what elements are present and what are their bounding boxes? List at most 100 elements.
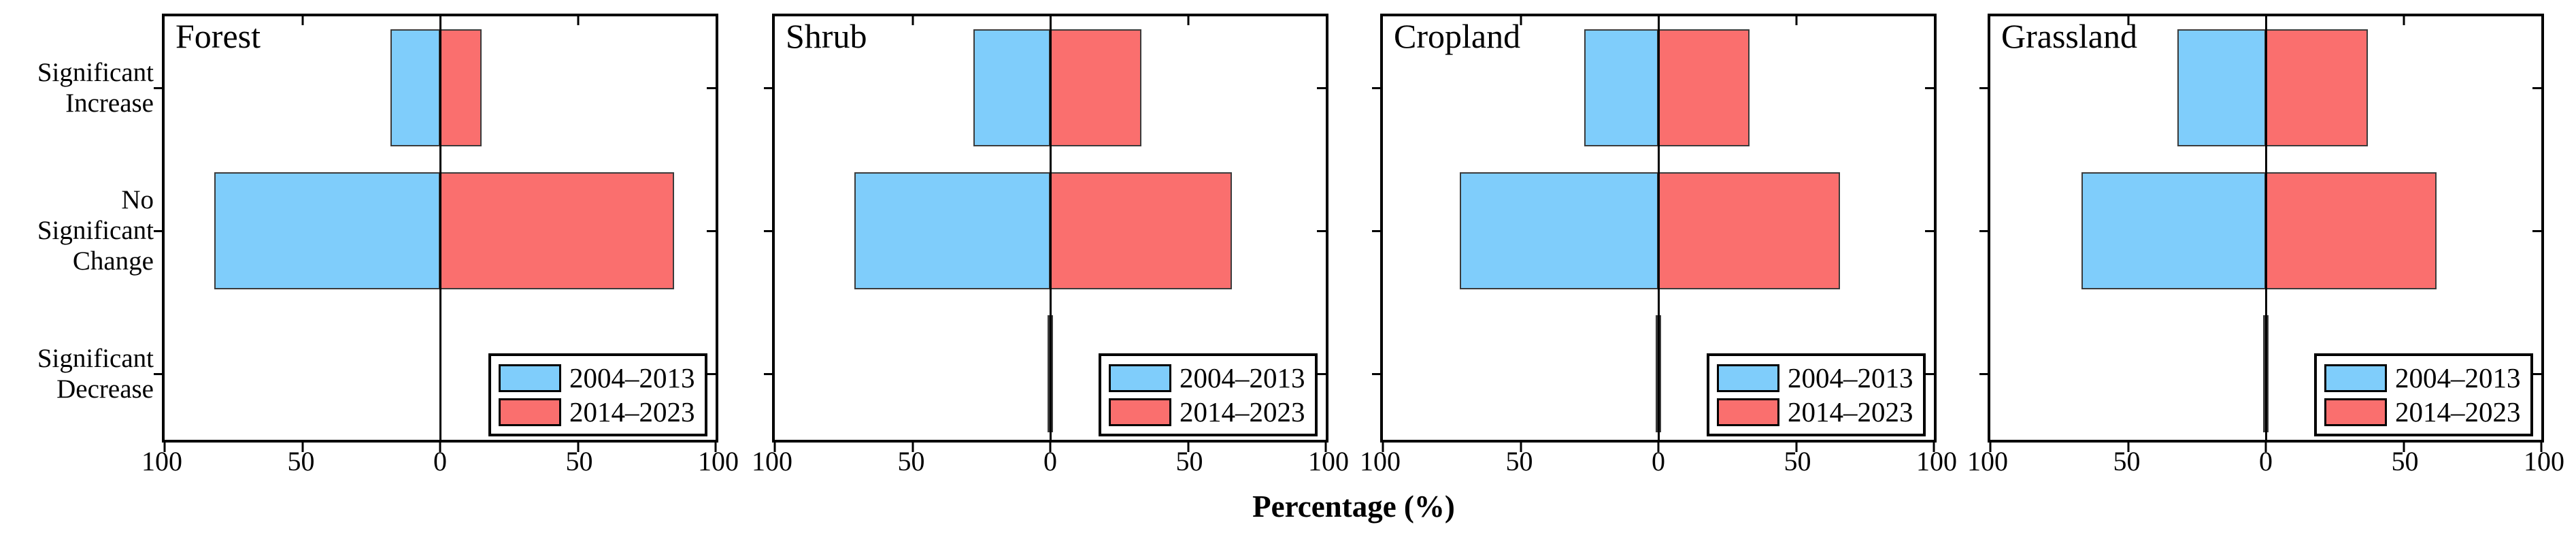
x-tick-label: 100	[1916, 446, 1957, 477]
bar-2014-2023-significant-increase	[2266, 29, 2368, 146]
panel-plot-area: Forest 2004–2013 2014–2023	[154, 14, 718, 452]
x-tick-label: 50	[1505, 446, 1533, 477]
category-label-significant-increase: Significant Increase	[0, 57, 154, 118]
x-tick-label: 100	[698, 446, 739, 477]
left-tick-mark	[1372, 372, 1382, 375]
right-tick-mark	[707, 86, 716, 89]
legend-item-2014-2023: 2014–2023	[1109, 398, 1315, 426]
bar-2014-2023-no-significant-change	[2266, 172, 2437, 289]
legend-swatch-2004-2013	[499, 364, 561, 392]
category-label-line: Decrease	[56, 374, 154, 404]
x-tick-mark	[2540, 440, 2543, 452]
legend-swatch-2004-2013	[1717, 364, 1779, 392]
x-tick-mark	[773, 440, 776, 452]
bar-2004-2013-no-significant-change	[854, 172, 1050, 289]
right-tick-mark	[707, 372, 716, 375]
bar-2014-2023-no-significant-change	[440, 172, 675, 289]
x-tick-label: 100	[2524, 446, 2564, 477]
right-tick-mark	[2532, 86, 2541, 89]
legend-swatch-2014-2023	[1717, 398, 1779, 426]
zero-axis-line	[1657, 16, 1660, 440]
x-tick-label: 0	[2259, 446, 2273, 477]
left-tick-mark	[1979, 229, 1990, 232]
left-tick-mark	[764, 229, 774, 232]
legend-swatch-2014-2023	[2324, 398, 2387, 426]
legend-label-2014-2023: 2014–2023	[1180, 396, 1305, 428]
panel-title: Shrub	[786, 17, 867, 55]
legend-box: 2004–2013 2014–2023	[488, 353, 707, 436]
left-tick-mark	[154, 229, 164, 232]
x-tick-mark	[439, 440, 441, 452]
bar-2014-2023-significant-increase	[440, 29, 482, 146]
legend-label-2004-2013: 2004–2013	[2395, 362, 2521, 394]
x-tick-label: 50	[287, 446, 315, 477]
chart-panel-cropland: Cropland 2004–2013 2014–2023 100 50 0 50 100	[1360, 0, 1957, 546]
panel-title: Cropland	[1394, 17, 1521, 55]
x-tick-mark	[2127, 440, 2129, 452]
x-tick-label: 100	[141, 446, 182, 477]
legend-swatch-2014-2023	[1109, 398, 1171, 426]
right-tick-mark	[2532, 372, 2541, 375]
x-tick-label: 0	[1652, 446, 1665, 477]
panel-plot-area: Shrub 2004–2013 2014–2023	[764, 14, 1328, 452]
category-label-line: Significant	[37, 343, 154, 373]
x-tick-label: 50	[1175, 446, 1203, 477]
category-label-significant-decrease: Significant Decrease	[0, 343, 154, 404]
x-tick-label: 100	[1360, 446, 1401, 477]
x-tick-mark	[1187, 440, 1189, 452]
bar-2004-2013-significant-increase	[390, 29, 440, 146]
category-label-line: Significant	[37, 216, 154, 246]
bar-2004-2013-no-significant-change	[1460, 172, 1658, 289]
panel-title: Grassland	[2001, 17, 2137, 55]
legend-item-2004-2013: 2004–2013	[1717, 364, 1923, 392]
bar-2004-2013-significant-increase	[1584, 29, 1658, 146]
legend-item-2004-2013: 2004–2013	[1109, 364, 1315, 392]
legend-item-2014-2023: 2014–2023	[2324, 398, 2530, 426]
top-tick-mark	[1520, 16, 1522, 25]
category-label-line: Change	[72, 246, 154, 276]
x-tick-label: 100	[1967, 446, 2008, 477]
legend-swatch-2014-2023	[499, 398, 561, 426]
x-tick-label: 0	[1043, 446, 1057, 477]
legend-box: 2004–2013 2014–2023	[2314, 353, 2533, 436]
x-axis-title: Percentage (%)	[1252, 489, 1455, 524]
left-tick-mark	[154, 86, 164, 89]
x-tick-label: 50	[2391, 446, 2419, 477]
zero-axis-line	[2264, 16, 2267, 440]
bar-2014-2023-no-significant-change	[1658, 172, 1841, 289]
legend-item-2014-2023: 2014–2023	[1717, 398, 1923, 426]
x-tick-mark	[163, 440, 166, 452]
left-tick-mark	[1372, 86, 1382, 89]
right-tick-mark	[707, 229, 716, 232]
panel-plot-area: Grassland 2004–2013 2014–2023	[1979, 14, 2544, 452]
panel-plot-area: Cropland 2004–2013 2014–2023	[1372, 14, 1937, 452]
bar-2004-2013-no-significant-change	[214, 172, 440, 289]
legend-swatch-2004-2013	[2324, 364, 2387, 392]
x-tick-label: 50	[2113, 446, 2141, 477]
x-tick-mark	[714, 440, 717, 452]
top-tick-mark	[2403, 16, 2405, 25]
x-tick-label: 50	[565, 446, 593, 477]
legend-item-2004-2013: 2004–2013	[499, 364, 705, 392]
category-label-no-significant-change: No Significant Change	[0, 184, 154, 277]
right-tick-mark	[1317, 372, 1326, 375]
legend-box: 2004–2013 2014–2023	[1099, 353, 1318, 436]
category-label-line: No	[121, 185, 154, 215]
chart-panel-shrub: Shrub 2004–2013 2014–2023 100 50 0 50 100	[752, 0, 1349, 546]
legend-box: 2004–2013 2014–2023	[1707, 353, 1926, 436]
legend-label-2014-2023: 2014–2023	[1788, 396, 1913, 428]
x-tick-mark	[1324, 440, 1327, 452]
legend-label-2014-2023: 2014–2023	[2395, 396, 2521, 428]
left-tick-mark	[764, 86, 774, 89]
chart-panel-forest: Forest 2004–2013 2014–2023 100 50 0 50 100	[141, 0, 739, 546]
bar-2014-2023-no-significant-change	[1050, 172, 1233, 289]
left-tick-mark	[1979, 86, 1990, 89]
legend-swatch-2004-2013	[1109, 364, 1171, 392]
x-tick-mark	[2403, 440, 2405, 452]
x-tick-label: 0	[433, 446, 447, 477]
right-tick-mark	[1925, 372, 1934, 375]
top-tick-mark	[911, 16, 914, 25]
x-tick-mark	[1520, 440, 1522, 452]
legend-item-2014-2023: 2014–2023	[499, 398, 705, 426]
